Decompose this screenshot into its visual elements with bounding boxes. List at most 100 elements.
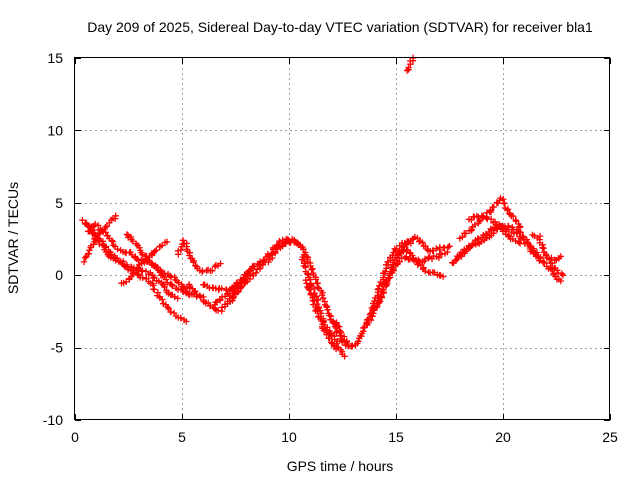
data-point	[462, 230, 469, 237]
data-point	[446, 243, 453, 250]
data-point	[215, 286, 222, 293]
data-point	[326, 335, 333, 342]
x-tick-label: 25	[602, 429, 618, 445]
data-point	[79, 217, 86, 224]
x-tick-label: 10	[281, 429, 297, 445]
data-point	[151, 263, 158, 270]
data-point	[192, 288, 199, 295]
data-point	[161, 270, 168, 277]
data-point	[167, 308, 174, 316]
data-point	[549, 266, 556, 274]
data-point	[161, 283, 168, 290]
data-point	[154, 264, 161, 271]
data-point	[490, 203, 497, 211]
data-point	[177, 315, 184, 322]
data-point	[163, 238, 171, 246]
data-point	[355, 338, 362, 345]
data-point	[559, 272, 567, 279]
data-point	[129, 238, 136, 245]
data-point	[197, 293, 204, 301]
data-point	[174, 247, 182, 254]
data-point	[249, 270, 257, 278]
chart-title: Day 209 of 2025, Sidereal Day-to-day VTE…	[87, 19, 593, 35]
data-point	[80, 258, 88, 266]
data-point	[533, 249, 541, 256]
data-point	[87, 227, 94, 234]
data-point	[108, 237, 115, 244]
data-point	[319, 294, 327, 302]
data-point	[150, 262, 157, 269]
data-point	[459, 234, 466, 241]
data-point	[169, 282, 176, 290]
data-point	[138, 260, 145, 267]
data-point	[306, 286, 313, 293]
data-point	[276, 238, 283, 245]
data-point	[308, 266, 315, 273]
data-point	[134, 265, 141, 272]
data-point	[279, 243, 286, 250]
data-point	[482, 234, 489, 242]
data-point	[505, 232, 512, 239]
data-point	[256, 265, 264, 272]
data-point	[341, 353, 348, 360]
data-point	[103, 223, 111, 230]
data-point	[128, 273, 135, 281]
data-point	[332, 345, 340, 353]
data-point	[218, 285, 225, 292]
data-point	[314, 308, 321, 315]
plot-frame	[74, 57, 610, 420]
data-point	[269, 244, 277, 251]
data-point	[217, 260, 224, 267]
data-point	[293, 239, 300, 247]
data-point	[478, 212, 486, 219]
data-point	[159, 296, 166, 303]
data-point	[272, 248, 279, 255]
data-point	[215, 307, 222, 314]
data-point	[314, 284, 321, 291]
data-point	[123, 231, 131, 238]
data-point	[206, 302, 214, 310]
data-point	[324, 306, 331, 313]
data-point	[100, 242, 107, 249]
data-point	[378, 293, 385, 300]
data-point	[226, 295, 233, 302]
data-point	[304, 270, 311, 277]
data-point	[114, 245, 121, 253]
data-point	[153, 247, 160, 254]
data-point	[458, 253, 465, 260]
data-point	[343, 337, 350, 345]
data-point	[190, 259, 197, 266]
data-point	[313, 280, 321, 287]
data-point	[500, 196, 507, 203]
data-point	[376, 299, 383, 306]
y-tick-label: 0	[55, 267, 63, 283]
data-point	[414, 234, 421, 242]
data-point	[373, 304, 380, 311]
data-point	[151, 274, 158, 281]
x-axis-label: GPS time / hours	[287, 458, 394, 474]
data-point	[512, 237, 519, 245]
data-point	[139, 274, 146, 281]
data-point	[193, 291, 201, 299]
data-point	[166, 272, 174, 279]
data-point	[524, 239, 531, 246]
data-point	[85, 250, 92, 258]
data-point	[504, 205, 512, 213]
data-point	[139, 267, 146, 274]
data-point	[557, 253, 564, 260]
data-point	[139, 251, 146, 258]
data-point	[468, 242, 476, 249]
data-point	[471, 221, 479, 229]
x-tick-label: 0	[71, 429, 79, 445]
data-points	[79, 54, 567, 360]
data-point	[539, 244, 546, 251]
data-point	[380, 286, 387, 294]
data-point	[95, 236, 102, 244]
data-point	[318, 317, 325, 325]
axis-ticks: 0 5 10 15 20 25 -10 -5 0 5 10 15	[43, 50, 618, 445]
data-point	[218, 304, 226, 311]
data-point	[209, 267, 216, 274]
data-point	[186, 252, 193, 259]
